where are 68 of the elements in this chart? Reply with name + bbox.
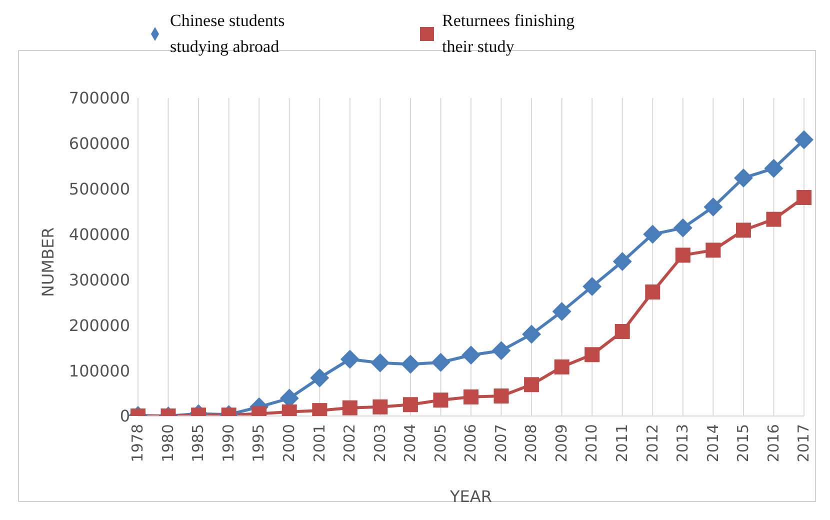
x-tick-label: 1995 [250, 424, 268, 462]
point [614, 324, 630, 340]
point [342, 400, 358, 416]
point [554, 359, 570, 374]
y-axis-title: NUMBER [38, 227, 58, 297]
point [766, 212, 782, 227]
x-tick-label: 2003 [370, 424, 389, 462]
y-tick-label: 500000 [68, 180, 130, 199]
y-tick-label: 0 [120, 406, 130, 426]
x-tick-label: 1980 [158, 424, 177, 462]
point [643, 224, 662, 244]
point [706, 242, 721, 258]
point [400, 354, 420, 374]
y-tick-label: 100000 [68, 361, 130, 380]
point [675, 248, 690, 263]
point [340, 350, 360, 369]
y-tick-label: 400000 [68, 224, 130, 244]
point [433, 392, 448, 408]
point [796, 190, 812, 205]
y-tick-label: 200000 [68, 316, 130, 335]
point [673, 218, 692, 238]
x-tick-label: 2007 [492, 424, 510, 462]
x-tick-label: 1990 [219, 424, 238, 462]
point [552, 302, 572, 322]
point [522, 324, 542, 344]
point [492, 341, 511, 360]
x-axis-title: YEAR [449, 487, 492, 506]
x-tick-label: 2009 [552, 424, 570, 462]
x-tick-label: 2004 [401, 424, 420, 462]
x-tick-label: 2008 [522, 424, 540, 462]
x-tick-label: 2011 [613, 424, 632, 462]
y-tick-label: 300000 [68, 270, 130, 290]
x-tick-label: 2015 [734, 424, 752, 462]
x-tick-label: 1985 [189, 424, 208, 462]
point [310, 368, 330, 388]
x-tick-label: 2014 [704, 424, 722, 462]
point [764, 158, 784, 178]
x-tick-label: 1978 [128, 424, 147, 462]
point [704, 198, 723, 217]
x-tick-label: 2001 [310, 424, 328, 462]
point [372, 399, 388, 414]
x-tick-label: 2012 [643, 424, 662, 462]
point [584, 347, 600, 362]
x-tick-label: 2002 [340, 424, 359, 462]
x-tick-label: 2005 [431, 424, 450, 462]
point [736, 222, 751, 238]
y-tick-label: 600000 [68, 134, 130, 154]
point [645, 284, 660, 300]
y-tick-label: 700000 [68, 88, 130, 108]
x-tick-label: 2010 [582, 424, 601, 462]
point [794, 130, 814, 150]
point [524, 377, 540, 392]
point [431, 352, 450, 372]
x-tick-label: 2016 [764, 424, 782, 462]
point [494, 388, 509, 404]
x-tick-label: 2000 [280, 424, 298, 462]
point [734, 168, 753, 188]
x-tick-label: 2013 [674, 424, 692, 462]
legend-label: Chinese students studying abroad [170, 10, 286, 58]
point [464, 389, 478, 404]
x-tick-label: 2006 [462, 424, 480, 462]
point [612, 252, 632, 272]
legend-label: Returnees finishing their study [442, 10, 576, 58]
point [462, 346, 480, 365]
x-tick-label: 2017 [794, 424, 813, 462]
point [582, 277, 602, 296]
point [402, 397, 418, 412]
point [370, 353, 390, 372]
